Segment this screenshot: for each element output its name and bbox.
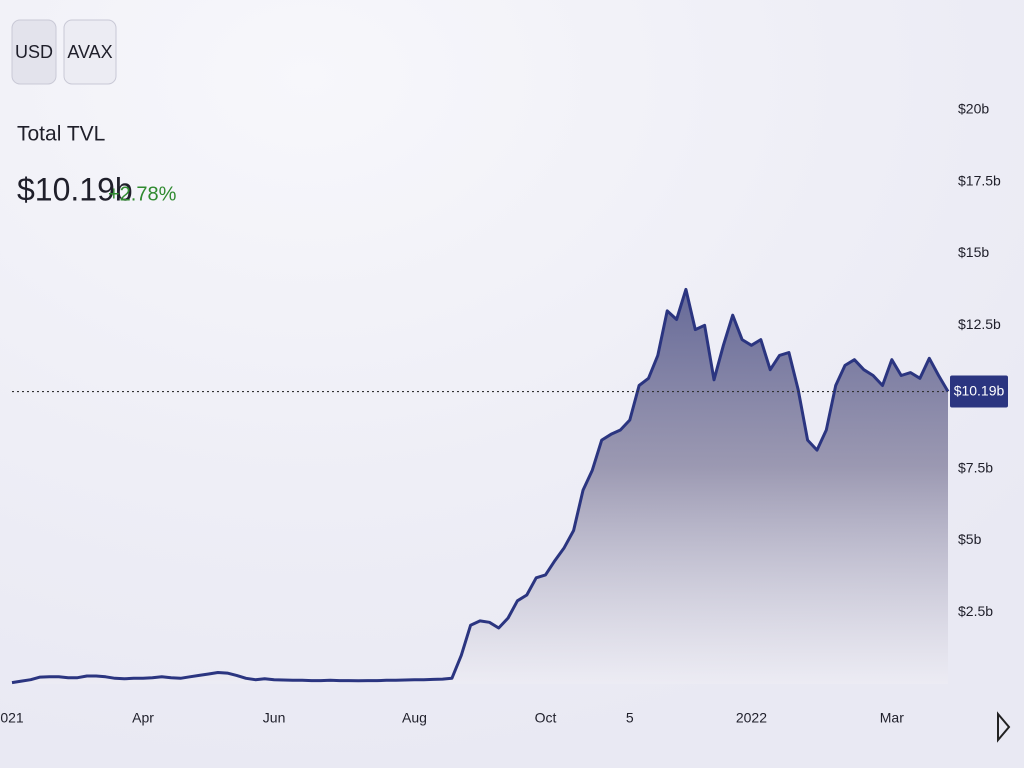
y-tick-label: $7.5b [958, 459, 993, 475]
x-tick-label: 021 [0, 710, 24, 726]
change-percent: +2.78% [108, 183, 177, 205]
y-tick-label: $20b [958, 101, 989, 117]
y-tick-label: $12.5b [958, 316, 1001, 332]
avax-button[interactable]: AVAX [63, 19, 117, 85]
x-tick-label: Aug [402, 710, 427, 726]
arrow-icon [997, 711, 1011, 743]
button-box [63, 19, 117, 85]
button-label: USD [15, 42, 53, 62]
area [12, 289, 948, 684]
x-tick-label: Mar [880, 710, 904, 726]
y-tick-label: $15b [958, 244, 989, 260]
x-tick-label: Oct [535, 710, 557, 726]
x-tick-label: 2022 [736, 710, 767, 726]
x-tick-label: 5 [626, 710, 634, 726]
current-value-badge [950, 375, 1008, 408]
button-label: AVAX [67, 42, 112, 62]
y-tick-label: $2.5b [958, 603, 993, 619]
x-tick-label: Apr [132, 710, 154, 726]
y-tick-label: $17.5b [958, 172, 1001, 188]
current-value: $10.19b [17, 171, 133, 207]
line [11, 287, 950, 685]
current-value-label: $10.19b [954, 382, 1005, 398]
chart-title: Total TVL [17, 123, 105, 146]
next-arrow[interactable] [997, 711, 1011, 743]
y-tick-label: $5b [958, 531, 982, 547]
usd-button[interactable]: USD [11, 19, 57, 85]
button-box [11, 19, 57, 85]
x-tick-label: Jun [263, 710, 286, 726]
